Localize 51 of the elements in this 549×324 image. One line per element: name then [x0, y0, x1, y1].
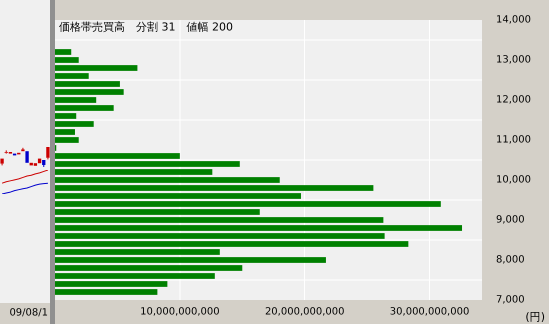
y-tick-label: 10,000: [496, 174, 532, 186]
bar: [55, 105, 114, 111]
y-tick-label: 11,000: [496, 134, 532, 146]
bar: [55, 273, 215, 279]
candlestick: [30, 162, 33, 166]
bar: [55, 73, 89, 79]
x-tick-label: 20,000,000,000: [264, 306, 344, 318]
candlestick: [34, 163, 38, 166]
x-tick-label: 30,000,000,000: [390, 306, 470, 318]
bar: [55, 281, 168, 287]
bar: [55, 209, 260, 215]
bar: [55, 177, 280, 183]
bar: [55, 65, 138, 71]
bar: [55, 153, 180, 159]
y-tick-label: 14,000: [496, 14, 532, 26]
candlestick: [42, 160, 46, 168]
bar: [55, 137, 79, 143]
y-axis-title: (円): [525, 310, 545, 324]
bar: [55, 289, 158, 295]
chart-title: 価格帯売買高 分割 31 値幅 200: [59, 20, 233, 34]
bar: [55, 217, 384, 223]
bar: [55, 89, 124, 95]
y-tick-label: 9,000: [496, 214, 525, 226]
bar: [55, 121, 94, 127]
text: 09/08/1: [9, 308, 48, 319]
y-tick-label: 8,000: [496, 254, 525, 266]
bar: [55, 113, 76, 119]
candlestick: [25, 151, 29, 163]
y-tick-label: 7,000: [496, 294, 525, 306]
bar: [55, 129, 75, 135]
bar: [55, 201, 441, 207]
bar: [55, 257, 326, 263]
candlestick: [38, 158, 42, 164]
bar: [55, 57, 79, 63]
bar: [55, 225, 462, 231]
bar: [55, 265, 242, 271]
bar: [55, 185, 374, 191]
bar: [55, 169, 212, 175]
bar: [55, 161, 240, 167]
bar: [55, 249, 220, 255]
y-tick-label: 12,000: [496, 94, 532, 106]
y-tick-label: 13,000: [496, 54, 532, 66]
candlestick: [46, 147, 50, 160]
bar: [55, 81, 120, 87]
bar: [55, 233, 385, 239]
x-tick-label: 10,000,000,000: [140, 306, 220, 318]
bar: [55, 49, 72, 55]
bar: [55, 193, 301, 199]
bar: [55, 97, 96, 103]
bar: [55, 241, 408, 247]
candlestick: [0, 158, 4, 166]
